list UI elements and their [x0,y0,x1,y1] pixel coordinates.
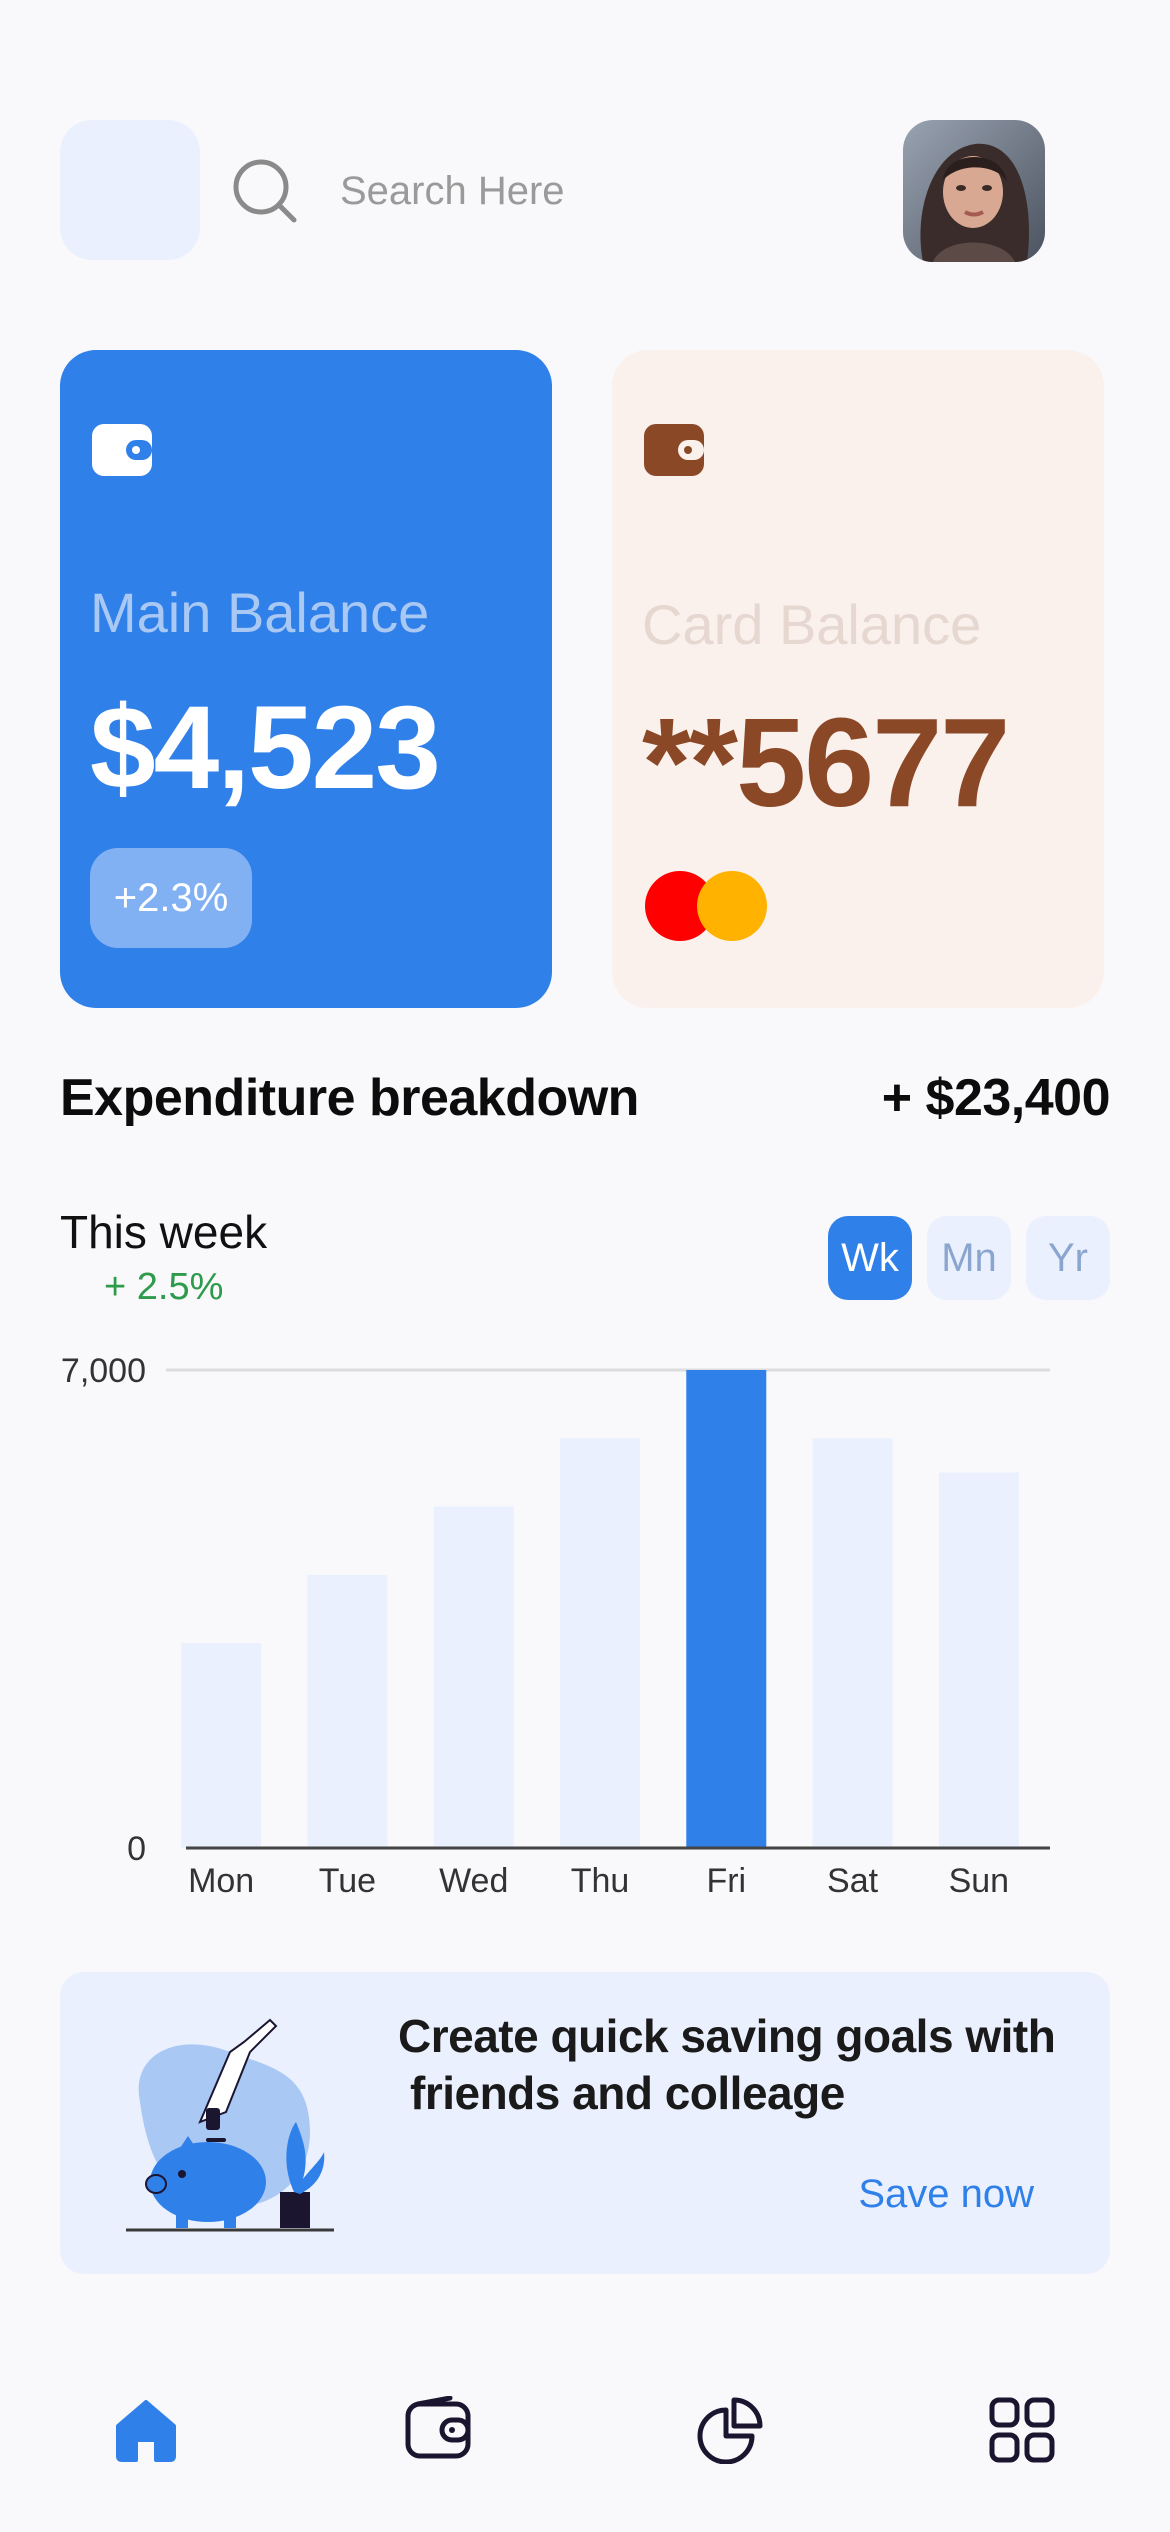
x-tick-label: Mon [188,1862,254,1900]
bar-chart: 7,000 0 Mon Tue Wed Thu Fri Sat Sun [61,1352,1050,1900]
menu-button[interactable] [60,120,200,260]
bar-mon[interactable] [181,1643,262,1848]
card-number: **5677 [642,692,1010,833]
range-year-button[interactable]: Yr [1026,1216,1110,1300]
period-change: + 2.5% [104,1266,224,1308]
home-icon [116,2400,176,2462]
x-tick-label: Thu [571,1862,630,1900]
nav-more[interactable] [972,2380,1072,2480]
card-label: Card Balance [642,593,982,656]
nav-wallet[interactable] [388,2380,488,2480]
pie-chart-icon [697,2397,763,2464]
y-tick-label: 7,000 [61,1352,146,1390]
bar-fri[interactable] [686,1370,767,1848]
bar-thu[interactable] [560,1438,640,1848]
nav-home[interactable] [96,2380,196,2480]
main-balance-card[interactable]: Main Balance $4,523 +2.3% [60,350,552,1008]
wallet-icon [405,2396,471,2459]
bottom-nav [0,2380,1170,2480]
section-title: Expenditure breakdown [60,1069,639,1127]
expenditure-total: + $23,400 [881,1069,1111,1127]
expenditure-chart: 7,000 0 Mon Tue Wed Thu Fri Sat Sun [0,1340,1170,1900]
range-month-button[interactable]: Mn [927,1216,1011,1300]
change-badge: +2.3% [90,848,252,948]
x-tick-label: Sun [949,1862,1010,1900]
y-tick-label: 0 [127,1830,146,1868]
search-icon[interactable] [232,158,298,224]
promo-text: Create quick saving goals with friends a… [398,2008,1078,2122]
card-label: Main Balance [90,581,430,644]
save-now-link[interactable]: Save now [858,2172,1034,2216]
promo-line-1: Create quick saving goals with [398,2010,1056,2062]
header [60,120,1045,262]
mastercard-logo [645,871,767,941]
card-balance-card[interactable]: Card Balance **5677 [612,350,1104,1008]
promo-line-2: friends and colleage [410,2067,845,2119]
x-tick-label: Fri [706,1862,746,1900]
x-tick-label: Sat [827,1862,879,1900]
x-tick-label: Tue [319,1862,376,1900]
saving-goals-banner[interactable]: Create quick saving goals with friends a… [60,1972,1110,2274]
x-tick-label: Wed [439,1862,508,1900]
wallet-icon [92,424,152,476]
grid-icon [989,2397,1055,2463]
wallet-icon [644,424,704,476]
bar-wed[interactable] [433,1506,514,1848]
piggy-bank-illustration [126,2018,334,2232]
range-week-button[interactable]: Wk [828,1216,912,1300]
bar-sat[interactable] [812,1438,893,1848]
bar-tue[interactable] [307,1574,388,1848]
nav-stats[interactable] [680,2380,780,2480]
bar-sun[interactable] [938,1472,1019,1848]
avatar[interactable] [903,120,1045,262]
balance-value: $4,523 [90,682,441,814]
search-input[interactable] [340,158,860,224]
period-label: This week [60,1206,268,1258]
